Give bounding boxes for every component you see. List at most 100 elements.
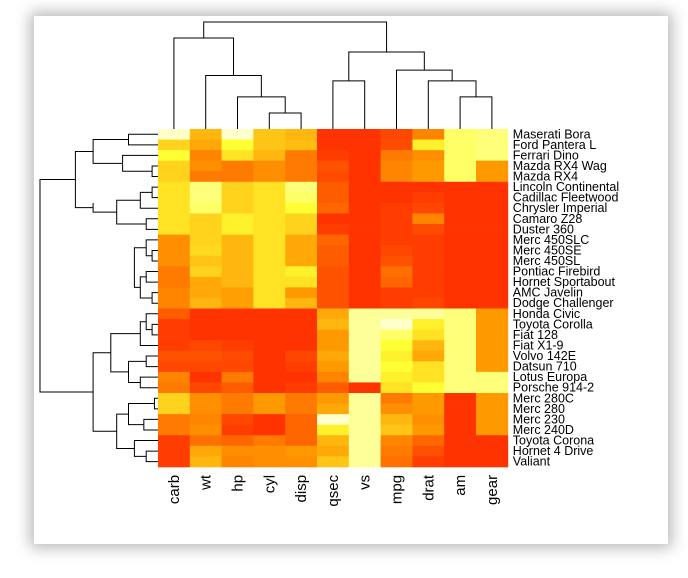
- heatmap-cell: [380, 181, 413, 193]
- row-label: Merc 450SLC: [513, 233, 589, 247]
- dendrogram-branch: [151, 323, 158, 336]
- heatmap-cell: [189, 445, 222, 457]
- dendrogram-branch: [145, 355, 158, 368]
- column-label: cyl: [261, 475, 278, 493]
- heatmap-cell: [476, 160, 509, 172]
- heatmap-cell: [412, 224, 445, 235]
- heatmap-cell: [380, 255, 413, 267]
- dendrogram-branch: [145, 450, 158, 463]
- heatmap-cell: [476, 181, 509, 193]
- heatmap-cell: [380, 424, 413, 436]
- heatmap-cell: [412, 393, 445, 404]
- heatmap-cell: [285, 340, 318, 352]
- heatmap-cell: [317, 287, 350, 299]
- heatmap-cell: [189, 403, 222, 415]
- heatmap-cell: [476, 213, 509, 225]
- heatmap-cell: [285, 382, 318, 394]
- column-label: hp: [230, 475, 247, 492]
- heatmap-cell: [380, 403, 413, 415]
- heatmap-cell: [189, 435, 222, 447]
- heatmap-cell: [158, 319, 191, 331]
- heatmap-cell: [189, 234, 222, 246]
- heatmap-cell: [285, 202, 318, 214]
- dendrogram-branch: [133, 247, 147, 288]
- heatmap-cell: [412, 361, 445, 373]
- heatmap-cell: [285, 160, 318, 172]
- heatmap-cell: [412, 192, 445, 204]
- heatmap-cell: [221, 245, 254, 257]
- heatmap-cell: [317, 181, 350, 193]
- heatmap-cell: [158, 129, 191, 140]
- heatmap-cell: [253, 192, 286, 204]
- heatmap-cell: [253, 319, 286, 331]
- heatmap-cell: [317, 403, 350, 415]
- heatmap-cell: [253, 150, 286, 162]
- heatmap-cell: [158, 424, 191, 436]
- dendrogram-branch: [173, 37, 235, 129]
- heatmap-cell: [444, 350, 477, 362]
- heatmap-cell: [253, 139, 286, 151]
- row-label: Hornet Sportabout: [513, 275, 616, 289]
- heatmap-cell: [380, 435, 413, 447]
- heatmap-cell: [348, 150, 381, 162]
- column-label: disp: [293, 475, 310, 503]
- dendrogram-branch: [139, 376, 158, 389]
- heatmap-cell: [380, 266, 413, 278]
- heatmap-cell: [189, 129, 222, 140]
- column-dendrogram: [173, 21, 493, 129]
- dendrogram-branch: [139, 191, 158, 209]
- heatmap-cell: [412, 213, 445, 225]
- heatmap-cell: [444, 287, 477, 299]
- heatmap-cell: [444, 393, 477, 404]
- row-label: Valiant: [513, 455, 551, 469]
- heatmap-cell: [158, 393, 191, 404]
- heatmap-cell: [285, 424, 318, 436]
- heatmap-cell: [253, 160, 286, 172]
- heatmap-cell: [221, 213, 254, 225]
- heatmap-cell: [221, 361, 254, 373]
- heatmap-cell: [317, 329, 350, 341]
- heatmap-cell: [189, 319, 222, 331]
- dendrogram-branch: [151, 292, 158, 304]
- row-label: Maserati Bora: [513, 127, 591, 141]
- heatmap-cell: [444, 181, 477, 193]
- heatmap-cell: [348, 171, 381, 183]
- heatmap-cell: [412, 414, 445, 426]
- heatmap-cell: [476, 139, 509, 151]
- dendrogram-branch: [122, 154, 158, 172]
- heatmap-cell: [476, 192, 509, 204]
- heatmap-cell: [221, 287, 254, 299]
- heatmap-cell: [348, 393, 381, 404]
- column-label: am: [452, 475, 469, 496]
- heatmap-cell: [189, 213, 222, 225]
- heatmap-cell: [253, 340, 286, 352]
- heatmap-cell: [317, 435, 350, 447]
- heatmap-cell: [253, 297, 286, 309]
- heatmap-cell: [476, 287, 509, 299]
- heatmap-cell: [380, 213, 413, 225]
- heatmap-cell: [444, 456, 477, 468]
- heatmap-cell: [317, 393, 350, 404]
- heatmap-cell: [221, 382, 254, 394]
- heatmap-cell: [380, 287, 413, 299]
- heatmap-cell: [444, 329, 477, 341]
- heatmap-cell: [476, 382, 509, 394]
- heatmap-cell: [253, 371, 286, 383]
- heatmap-cell: [444, 160, 477, 172]
- heatmap-cell: [444, 382, 477, 394]
- heatmap-cell: [285, 435, 318, 447]
- heatmap-cell: [412, 202, 445, 214]
- heatmap-cell: [285, 297, 318, 309]
- heatmap-cell: [221, 160, 254, 172]
- heatmap-cell: [444, 445, 477, 457]
- heatmap-cell: [285, 150, 318, 162]
- heatmap-cell: [189, 371, 222, 383]
- dendrogram-branch: [205, 75, 262, 129]
- heatmap-cell: [221, 435, 254, 447]
- heatmap-cell: [189, 329, 222, 341]
- heatmap-cell: [380, 150, 413, 162]
- dendrogram-branch: [74, 150, 94, 209]
- heatmap-cell: [380, 308, 413, 320]
- heatmap-cell: [221, 297, 254, 309]
- column-labels: carb wt hp cyl disp qsec vs mpg drat am gear: [166, 474, 501, 507]
